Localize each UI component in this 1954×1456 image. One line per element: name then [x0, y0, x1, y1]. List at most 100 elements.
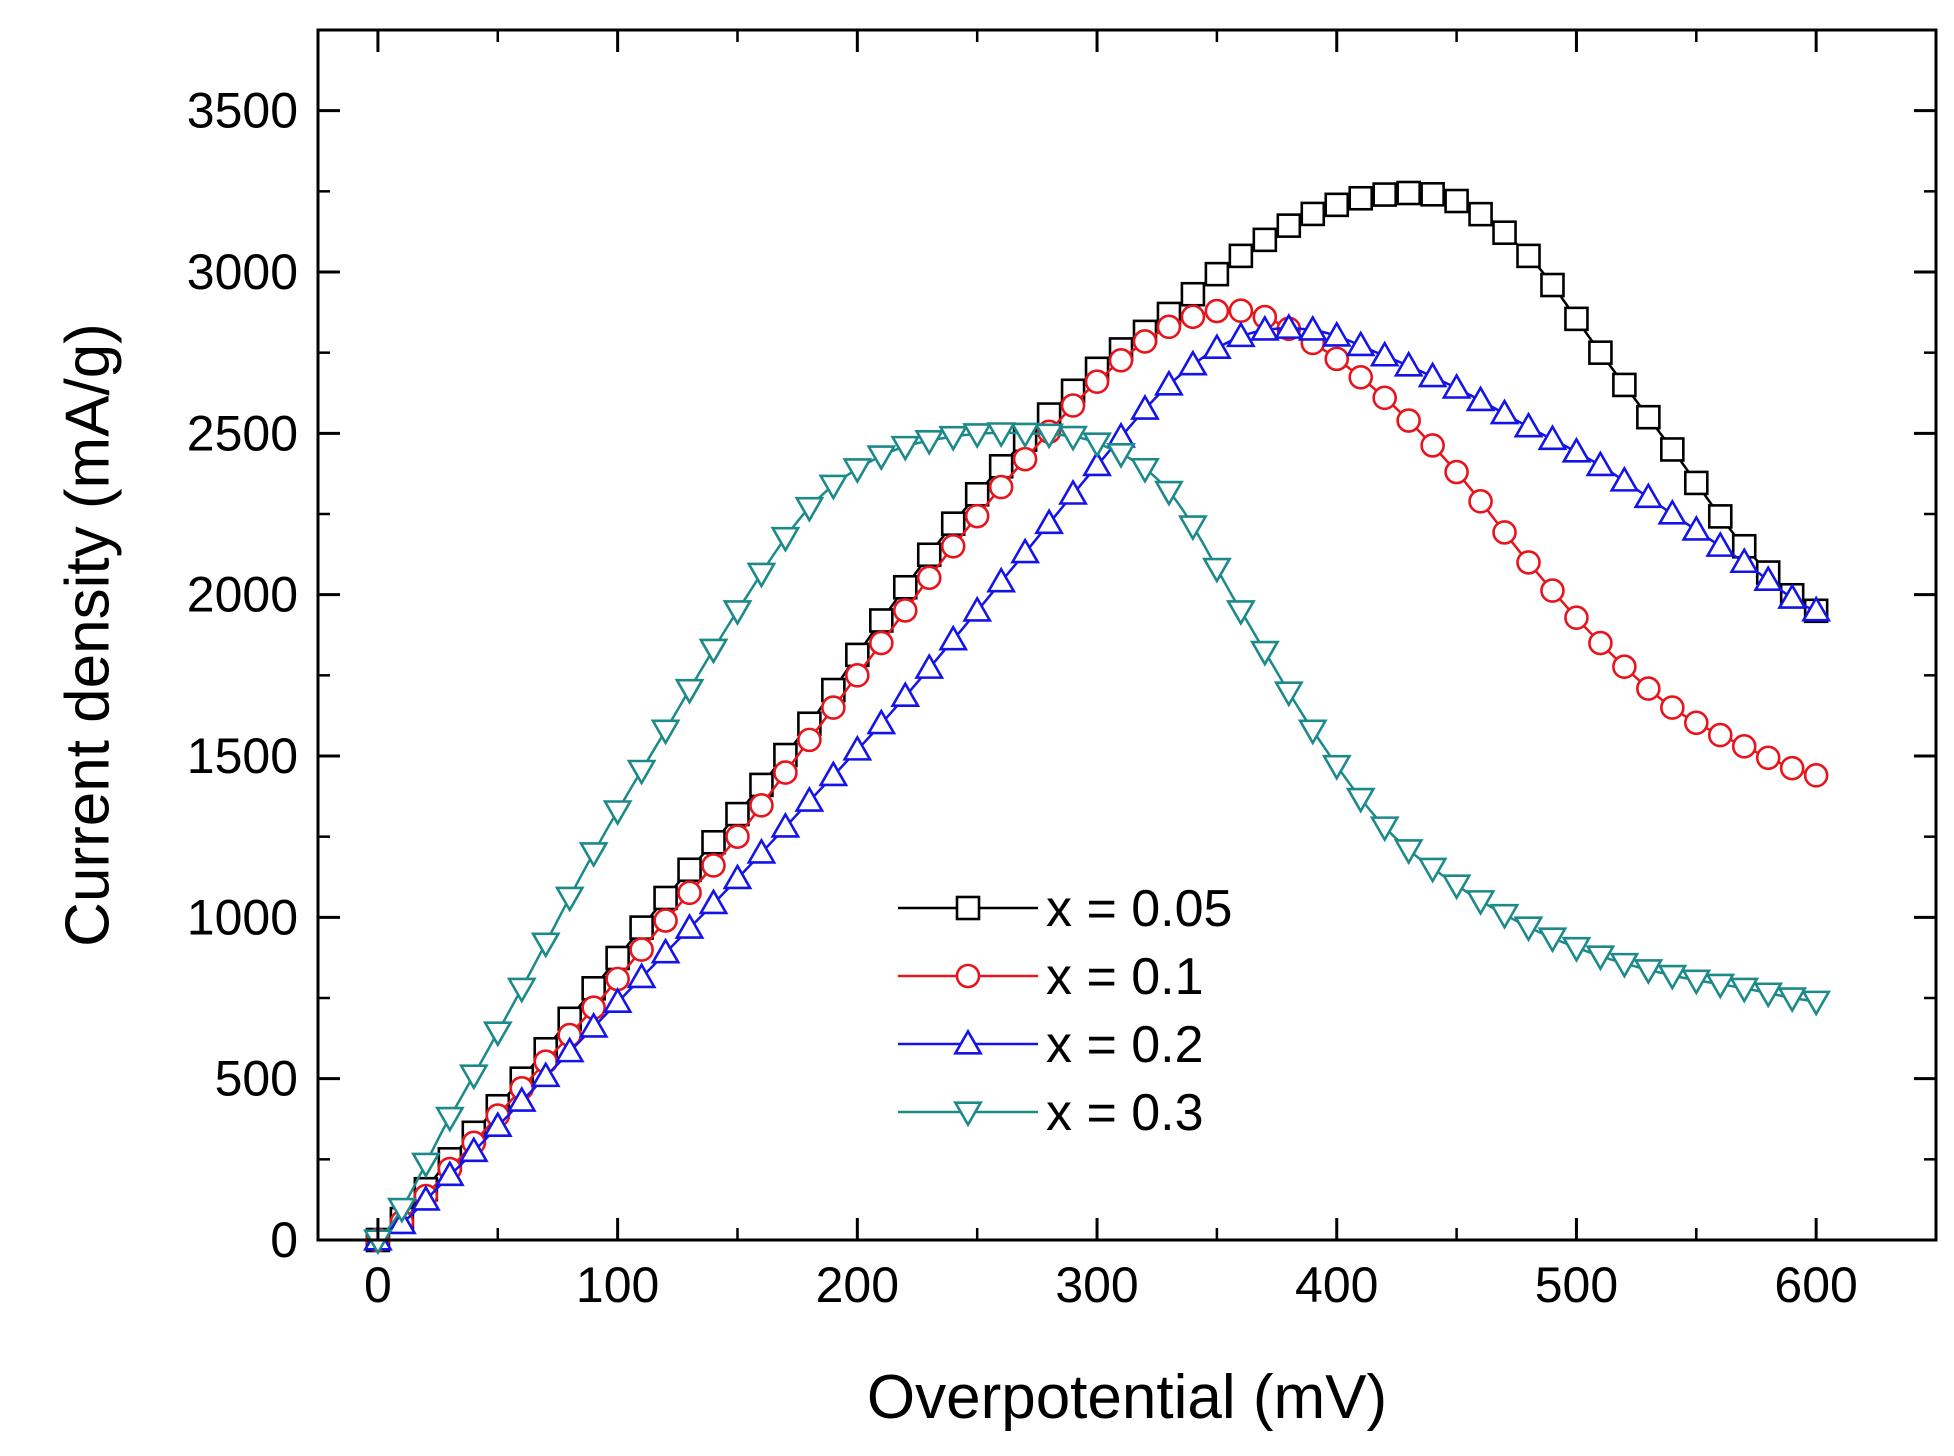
- data-point: [962, 595, 993, 622]
- data-point: [938, 624, 969, 651]
- data-point: [1156, 314, 1182, 340]
- data-point: [1707, 504, 1733, 529]
- data-point: [1178, 349, 1208, 376]
- data-point: [530, 1061, 561, 1088]
- data-point: [1249, 314, 1280, 341]
- ticks-layer: 0 100 200 300 400 500 600 0 500 1000 1500 2000 2500 3…: [187, 30, 1936, 1313]
- data-point: [677, 880, 702, 906]
- data-point: [1660, 695, 1685, 720]
- data-point: [1130, 457, 1160, 484]
- data-point: [1204, 261, 1230, 287]
- data-point: [434, 1160, 465, 1187]
- data-point: [1777, 582, 1808, 609]
- y-tick-label: 3500: [187, 83, 298, 139]
- legend-item: x = 0.3: [898, 1084, 1204, 1142]
- data-point: [1321, 754, 1352, 781]
- y-axis-title: Current density (mA/g): [53, 323, 122, 947]
- data-point: [988, 454, 1014, 479]
- data-point: [1058, 478, 1088, 505]
- data-point: [1444, 459, 1469, 485]
- data-point: [940, 533, 966, 559]
- data-point: [650, 719, 681, 746]
- data-point: [578, 1011, 609, 1038]
- data-point: [1345, 787, 1376, 814]
- data-point: [1345, 330, 1376, 357]
- data-point: [1801, 990, 1832, 1017]
- series-triangle-down: [363, 422, 1832, 1256]
- data-point: [1420, 433, 1445, 458]
- data-point: [986, 422, 1017, 449]
- data-point: [1588, 630, 1613, 656]
- data-point: [1513, 411, 1544, 438]
- x-axis-title: Overpotential (mV): [867, 1363, 1387, 1432]
- data-point: [1321, 320, 1352, 347]
- data-point: [1324, 346, 1350, 372]
- data-point: [701, 829, 726, 855]
- data-point: [1657, 498, 1688, 525]
- data-point: [1204, 298, 1230, 324]
- data-point: [1225, 600, 1256, 627]
- data-point: [1441, 372, 1472, 399]
- data-point: [1372, 385, 1397, 411]
- data-point: [1731, 734, 1757, 759]
- data-point: [749, 793, 774, 818]
- data-point: [725, 801, 750, 827]
- legend-item: x = 0.1: [898, 948, 1204, 1006]
- data-point: [821, 695, 846, 720]
- data-point: [1444, 188, 1469, 214]
- data-point: [650, 937, 681, 964]
- data-point: [701, 853, 726, 878]
- data-point: [866, 708, 897, 735]
- y-tick-label: 2500: [187, 405, 298, 461]
- data-point: [1489, 903, 1520, 930]
- data-point: [602, 800, 633, 827]
- legend-marker: [955, 963, 981, 989]
- data-point: [1609, 465, 1640, 492]
- data-point: [1348, 185, 1374, 211]
- legend-marker: [955, 895, 981, 921]
- data-point: [1372, 182, 1397, 207]
- data-point: [554, 886, 585, 913]
- x-tick-label: 0: [364, 1257, 392, 1313]
- data-point: [1468, 489, 1493, 514]
- data-point: [605, 966, 630, 992]
- data-point: [458, 1136, 489, 1163]
- legend-item: x = 0.2: [898, 1016, 1204, 1074]
- data-point: [1636, 676, 1661, 701]
- data-point: [434, 1106, 465, 1133]
- data-point: [1777, 987, 1808, 1014]
- data-point: [1060, 393, 1086, 418]
- data-point: [1729, 977, 1760, 1004]
- data-point: [1300, 201, 1326, 227]
- data-point: [1465, 385, 1496, 412]
- data-point: [482, 1111, 513, 1137]
- data-point: [869, 630, 894, 656]
- y-tick-label: 0: [270, 1212, 298, 1268]
- data-point: [1396, 408, 1421, 433]
- data-point: [1178, 515, 1208, 542]
- data-point: [674, 912, 705, 939]
- data-point: [1753, 565, 1784, 591]
- data-point: [842, 734, 873, 761]
- data-point: [845, 642, 870, 668]
- y-tick-label: 500: [215, 1051, 298, 1107]
- data-point: [1537, 424, 1568, 451]
- data-point: [1753, 982, 1784, 1009]
- data-point: [916, 565, 942, 591]
- data-point: [629, 915, 654, 940]
- data-point: [1633, 959, 1664, 986]
- data-point: [1660, 437, 1685, 462]
- data-point: [1609, 952, 1640, 979]
- data-point: [986, 566, 1017, 593]
- data-point: [1540, 578, 1565, 603]
- data-point: [1034, 423, 1064, 450]
- data-point: [1273, 681, 1304, 708]
- data-point: [1324, 192, 1350, 218]
- legend-label: x = 0.3: [1046, 1084, 1204, 1142]
- data-point: [1468, 201, 1493, 227]
- data-point: [749, 772, 774, 798]
- data-point: [1779, 755, 1805, 781]
- data-point: [386, 1197, 417, 1224]
- data-point: [698, 638, 729, 665]
